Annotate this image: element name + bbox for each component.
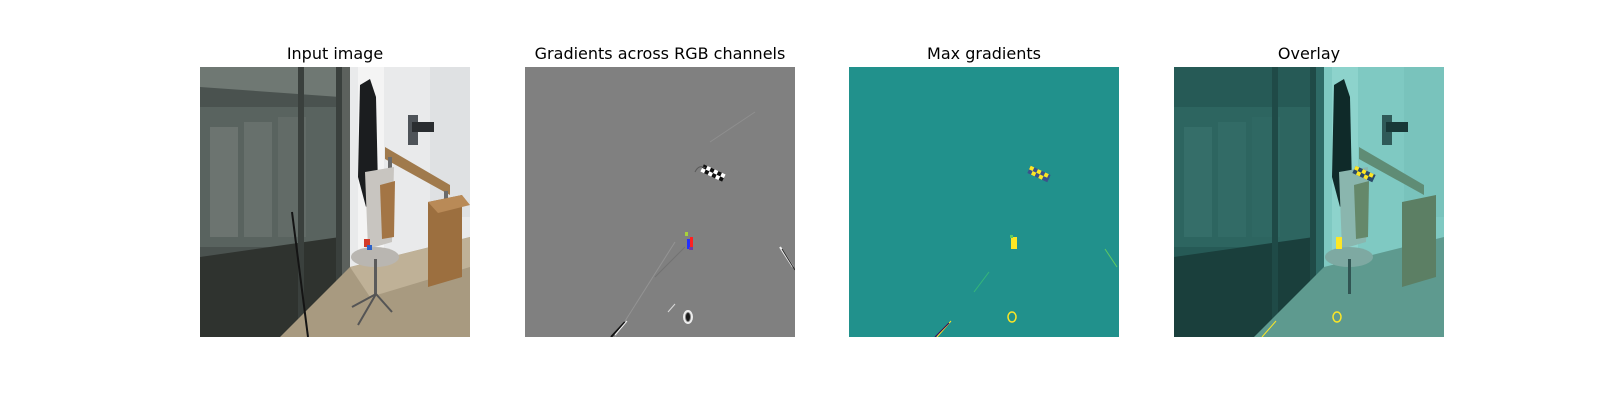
panel-overlay: Overlay <box>1174 40 1444 337</box>
overlay-frame <box>1174 67 1444 337</box>
panel-title: Max gradients <box>927 44 1041 63</box>
input-image <box>200 67 470 337</box>
rgb-gradient-frame <box>525 67 795 337</box>
panel-max-gradients: Max gradients <box>849 40 1119 337</box>
rgb-gradient-map <box>525 67 795 337</box>
max-gradient-frame <box>849 67 1119 337</box>
overlay-image <box>1174 67 1444 337</box>
max-gradient-map <box>849 67 1119 337</box>
panel-title: Overlay <box>1277 44 1341 63</box>
panel-input-image: Input image <box>200 40 470 337</box>
input-image-frame <box>200 67 470 337</box>
panel-title: Gradients across RGB channels <box>534 44 786 63</box>
panel-rgb-gradients: Gradients across RGB channels <box>525 40 795 337</box>
panel-title: Input image <box>286 44 384 63</box>
